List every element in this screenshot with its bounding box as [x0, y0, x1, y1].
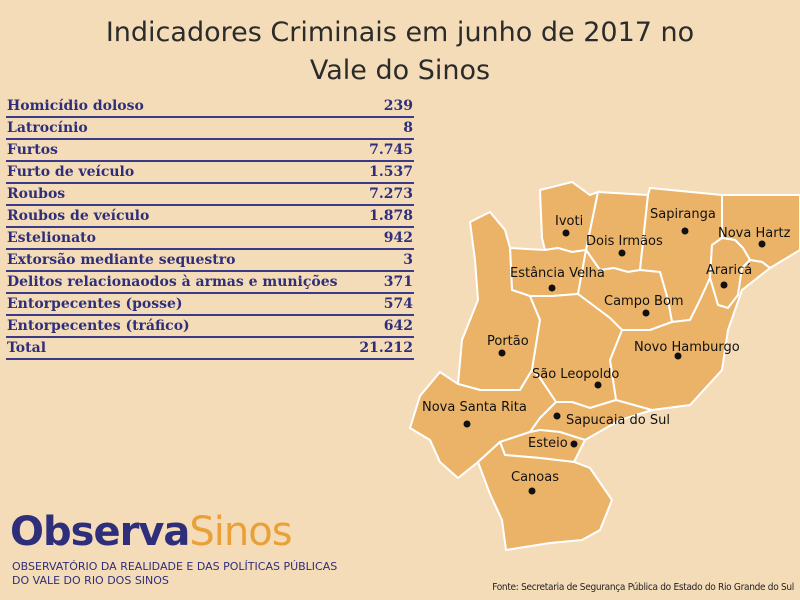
table-row: Estelionato 942	[6, 227, 414, 250]
municipality-canoas	[476, 440, 614, 552]
municipality-portao	[456, 210, 542, 391]
table-row: Furto de veículo 1.537	[6, 161, 414, 184]
logo-subtitle-line-1: OBSERVATÓRIO DA REALIDADE E DAS POLÍTICA…	[12, 560, 338, 573]
indicator-label: Roubos de veículo	[6, 205, 356, 228]
indicator-label: Extorsão mediante sequestro	[6, 249, 356, 272]
indicator-label: Furto de veículo	[6, 161, 356, 184]
logo-part-observa: Observa	[10, 509, 190, 555]
indicator-label: Entorpecentes (posse)	[6, 293, 356, 316]
indicator-value: 239	[355, 96, 414, 118]
indicator-label: Total	[6, 337, 356, 360]
indicator-value: 574	[355, 293, 414, 316]
table-row: Total 21.212	[6, 337, 414, 360]
indicator-label: Entorpecentes (tráfico)	[6, 315, 356, 338]
city-marker-sapiranga	[681, 227, 689, 235]
indicator-value: 7.745	[355, 139, 414, 162]
label-estancia-velha: Estância Velha	[510, 266, 605, 281]
city-marker-sapucaia-do-sul	[553, 412, 561, 420]
source-note: Fonte: Secretaria de Segurança Pública d…	[492, 582, 794, 593]
observasinos-logo: ObservaSinos	[10, 509, 293, 555]
city-marker-campo-bom	[642, 309, 650, 317]
label-sapucaia-do-sul: Sapucaia do Sul	[566, 413, 670, 428]
label-novo-hamburgo: Novo Hamburgo	[634, 340, 740, 355]
indicator-value: 21.212	[355, 337, 414, 360]
label-sapiranga: Sapiranga	[650, 207, 716, 222]
label-ararica: Araricá	[706, 263, 752, 278]
indicator-label: Latrocínio	[6, 117, 356, 140]
indicator-value: 7.273	[355, 183, 414, 206]
indicator-value: 371	[355, 271, 414, 294]
label-ivoti: Ivoti	[555, 214, 583, 229]
municipality-sapucaia-do-sul	[527, 398, 656, 442]
indicator-label: Homicídio doloso	[6, 96, 356, 118]
label-nova-santa-rita: Nova Santa Rita	[422, 400, 527, 415]
table-row: Latrocínio 8	[6, 117, 414, 140]
table-row: Furtos 7.745	[6, 139, 414, 162]
table-row: Entorpecentes (posse) 574	[6, 293, 414, 316]
city-marker-novo-hamburgo	[674, 352, 682, 360]
city-marker-nova-santa-rita	[463, 420, 471, 428]
municipality-novo-hamburgo	[608, 258, 772, 412]
indicator-label: Roubos	[6, 183, 356, 206]
label-campo-bom: Campo Bom	[604, 294, 684, 309]
label-portao: Portão	[487, 334, 529, 349]
table-row: Delitos relacionaodos à armas e munições…	[6, 271, 414, 294]
city-marker-sao-leopoldo	[594, 381, 602, 389]
indicator-value: 8	[355, 117, 414, 140]
indicator-label: Furtos	[6, 139, 356, 162]
city-marker-portao	[498, 349, 506, 357]
indicator-value: 1.878	[355, 205, 414, 228]
logo-subtitle-line-2: DO VALE DO RIO DOS SINOS	[12, 574, 169, 587]
title-line-2: Vale do Sinos	[309, 55, 491, 86]
indicator-label: Delitos relacionaodos à armas e munições	[6, 271, 356, 294]
indicator-value: 3	[355, 249, 414, 272]
table-row: Homicídio doloso 239	[6, 96, 414, 118]
table-row: Roubos de veículo 1.878	[6, 205, 414, 228]
label-canoas: Canoas	[511, 470, 559, 485]
city-marker-ararica	[720, 281, 728, 289]
title-line-1: Indicadores Criminais em junho de 2017 n…	[105, 17, 695, 48]
indicator-value: 1.537	[355, 161, 414, 184]
city-marker-ivoti	[562, 229, 570, 237]
city-marker-canoas	[528, 487, 536, 495]
label-sao-leopoldo: São Leopoldo	[532, 367, 619, 382]
label-dois-irmaos: Dois Irmãos	[586, 234, 663, 249]
label-esteio: Esteio	[528, 436, 568, 451]
page-title: Indicadores Criminais em junho de 2017 n…	[0, 14, 800, 90]
city-marker-nova-hartz	[758, 240, 766, 248]
indicator-value: 942	[355, 227, 414, 250]
city-marker-dois-irmaos	[618, 249, 626, 257]
label-nova-hartz: Nova Hartz	[718, 226, 791, 241]
logo-part-sinos: Sinos	[189, 509, 292, 555]
crime-indicators-table: Homicídio doloso 239 Latrocínio 8 Furtos 7.74…	[6, 96, 414, 360]
city-marker-estancia-velha	[548, 284, 556, 292]
indicator-value: 642	[355, 315, 414, 338]
table-row: Extorsão mediante sequestro 3	[6, 249, 414, 272]
logo-subtitle: OBSERVATÓRIO DA REALIDADE E DAS POLÍTICA…	[12, 560, 352, 588]
indicator-label: Estelionato	[6, 227, 356, 250]
table-row: Roubos 7.273	[6, 183, 414, 206]
municipality-dois-irmaos	[584, 190, 650, 274]
city-marker-esteio	[570, 440, 578, 448]
table-row: Entorpecentes (tráfico) 642	[6, 315, 414, 338]
